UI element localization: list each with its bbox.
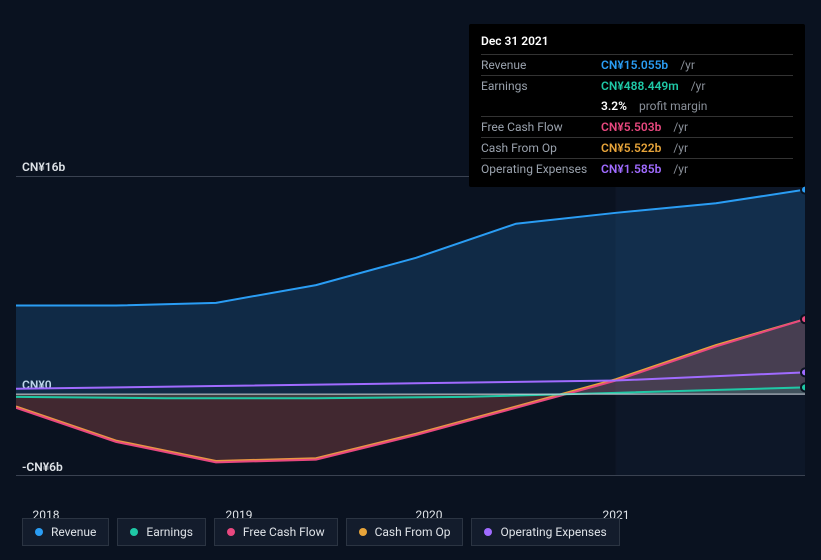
tooltip-label: Free Cash Flow (481, 120, 593, 134)
legend-label: Revenue (51, 525, 96, 539)
legend-opex[interactable]: Operating Expenses (471, 518, 619, 546)
tooltip-label: Revenue (481, 58, 593, 72)
tooltip-unit: profit margin (639, 99, 707, 113)
tooltip-row-revenue: Revenue CN¥15.055b /yr (481, 54, 793, 75)
data-tooltip: Dec 31 2021 Revenue CN¥15.055b /yr Earni… (469, 24, 805, 187)
tooltip-row-opex: Operating Expenses CN¥1.585b /yr (481, 158, 793, 179)
y-axis-top-label: CN¥16b (22, 160, 65, 174)
tooltip-label: Earnings (481, 79, 593, 93)
legend-cfo[interactable]: Cash From Op (346, 518, 464, 546)
tooltip-value: CN¥5.503b (601, 120, 661, 134)
tooltip-value: CN¥488.449m (601, 79, 679, 93)
legend-label: Cash From Op (375, 525, 451, 539)
chart-plot (16, 176, 805, 476)
legend-dot-icon (227, 528, 235, 536)
tooltip-unit: /yr (673, 120, 688, 134)
legend-fcf[interactable]: Free Cash Flow (214, 518, 338, 546)
legend-earnings[interactable]: Earnings (117, 518, 206, 546)
tooltip-value: CN¥5.522b (601, 141, 661, 155)
legend-label: Operating Expenses (500, 525, 606, 539)
legend-dot-icon (130, 528, 138, 536)
tooltip-label: Operating Expenses (481, 162, 593, 176)
tooltip-label: Cash From Op (481, 141, 593, 155)
legend-label: Earnings (146, 525, 193, 539)
legend-dot-icon (359, 528, 367, 536)
tooltip-row-earnings: Earnings CN¥488.449m /yr (481, 75, 793, 96)
tooltip-date: Dec 31 2021 (481, 30, 793, 54)
tooltip-value: CN¥1.585b (601, 162, 661, 176)
tooltip-unit: /yr (691, 79, 706, 93)
legend-dot-icon (35, 528, 43, 536)
tooltip-row-fcf: Free Cash Flow CN¥5.503b /yr (481, 116, 793, 137)
legend-label: Free Cash Flow (243, 525, 325, 539)
tooltip-unit: /yr (673, 162, 688, 176)
tooltip-row-cfo: Cash From Op CN¥5.522b /yr (481, 137, 793, 158)
tooltip-value: 3.2% (601, 99, 627, 113)
legend-dot-icon (484, 528, 492, 536)
legend-revenue[interactable]: Revenue (22, 518, 109, 546)
legend: Revenue Earnings Free Cash Flow Cash Fro… (22, 518, 620, 546)
tooltip-unit: /yr (680, 58, 695, 72)
tooltip-row-margin: 3.2% profit margin (481, 96, 793, 116)
tooltip-value: CN¥15.055b (601, 58, 668, 72)
tooltip-unit: /yr (673, 141, 688, 155)
